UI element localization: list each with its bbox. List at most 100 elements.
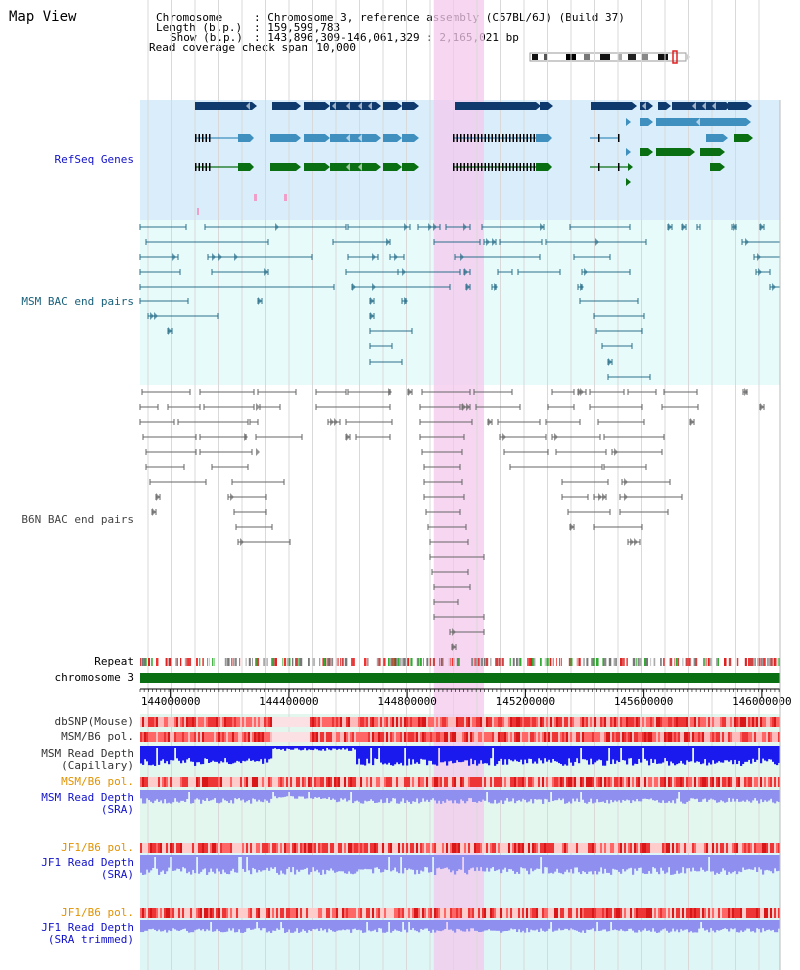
gene-arrow (720, 148, 725, 156)
polymorphism-cell (608, 732, 611, 742)
read-depth-bar (740, 855, 743, 873)
read-depth-bar (380, 920, 383, 929)
polymorphism-cell (534, 843, 537, 853)
polymorphism-cell (696, 717, 699, 727)
read-depth-bar (644, 920, 647, 929)
repeat-element (498, 658, 501, 666)
polymorphism-cell (728, 732, 731, 742)
refseq-track-label[interactable]: RefSeq Genes (54, 153, 134, 166)
polymorphism-cell (384, 777, 387, 787)
polymorphism-cell (660, 717, 663, 727)
read-depth-bar (146, 746, 149, 762)
read-depth-bar (444, 855, 447, 868)
span-key: Read coverage check span (149, 41, 308, 54)
polymorphism-cell (576, 908, 579, 918)
polymorphism-cell (220, 843, 223, 853)
jf1-b6-pol-sra-label[interactable]: JF1/B6 pol. (61, 841, 134, 854)
read-depth-bar (584, 746, 587, 760)
repeat-element (637, 658, 640, 666)
read-depth-bar (702, 920, 705, 929)
gene-block (330, 163, 376, 171)
msm-b6-pol-capillary-label[interactable]: MSM/B6 pol. (61, 730, 134, 743)
read-depth-bar (616, 855, 619, 870)
polymorphism-cell (160, 717, 163, 727)
gene-block (536, 134, 548, 142)
repeat-element (156, 658, 159, 666)
read-depth-bar (348, 855, 351, 872)
read-depth-bar (564, 855, 567, 872)
read-depth-bar (738, 790, 741, 802)
polymorphism-cell (756, 717, 759, 727)
read-depth-bar (250, 746, 253, 761)
polymorphism-cell (708, 717, 711, 727)
polymorphism-cell (142, 843, 145, 853)
polymorphism-cell (666, 843, 669, 853)
read-depth-bar (544, 855, 547, 868)
polymorphism-cell (622, 717, 625, 727)
polymorphism-cell (766, 908, 769, 918)
polymorphism-cell (460, 843, 463, 853)
repeat-element (768, 658, 771, 666)
read-depth-bar (352, 746, 355, 748)
read-depth-bar (290, 920, 293, 933)
jf1-depth-sra-label[interactable]: JF1 Read Depth (41, 856, 134, 869)
polymorphism-cell (504, 777, 507, 787)
read-depth-bar (160, 855, 163, 872)
polymorphism-cell (502, 908, 505, 918)
msm-b6-pol-sra-label[interactable]: MSM/B6 pol. (61, 775, 134, 788)
read-depth-bar (284, 855, 287, 875)
msm-depth-sra-label[interactable]: MSM Read Depth (41, 791, 134, 804)
polymorphism-cell (158, 843, 161, 853)
read-depth-bar (404, 920, 407, 930)
read-depth-bar (334, 746, 337, 749)
gene-block (330, 134, 376, 142)
polymorphism-cell (566, 732, 569, 742)
polymorphism-cell (362, 732, 365, 742)
read-depth-bar (774, 855, 777, 869)
polymorphism-cell (764, 732, 767, 742)
polymorphism-cell (300, 908, 303, 918)
read-depth-bar (198, 920, 201, 929)
read-depth-bar (418, 920, 421, 933)
read-depth-bar (342, 746, 345, 748)
jf1-b6-pol-trimmed-label[interactable]: JF1/B6 pol. (61, 906, 134, 919)
read-depth-bar (516, 920, 519, 933)
polymorphism-cell (752, 732, 755, 742)
polymorphism-cell (648, 732, 651, 742)
read-depth-bar (478, 855, 481, 871)
read-depth-bar (682, 790, 685, 804)
msm-depth-capillary-label[interactable]: MSM Read Depth (41, 747, 134, 760)
polymorphism-cell (320, 908, 323, 918)
polymorphism-cell (754, 843, 757, 853)
polymorphism-cell (324, 777, 327, 787)
polymorphism-cell (314, 717, 317, 727)
polymorphism-cell (542, 843, 545, 853)
b6n-bac-track-label[interactable]: B6N BAC end pairs (21, 513, 134, 526)
read-depth-bar (566, 746, 569, 766)
repeat-element (167, 658, 169, 666)
polymorphism-cell (546, 717, 549, 727)
read-depth-bar (258, 855, 261, 870)
read-depth-bar (738, 920, 741, 933)
read-depth-bar (440, 920, 443, 932)
read-depth-bar (326, 855, 329, 870)
msm-bac-track-label[interactable]: MSM BAC end pairs (21, 295, 134, 308)
polymorphism-cell (248, 777, 251, 787)
polymorphism-cell (734, 717, 737, 727)
read-depth-bar (740, 746, 743, 766)
polymorphism-cell (446, 717, 449, 727)
polymorphism-cell (150, 777, 153, 787)
gene-exon (481, 163, 483, 171)
gene-block (402, 102, 414, 110)
dbsnp-track-label[interactable]: dbSNP(Mouse) (54, 715, 134, 728)
read-depth-bar (236, 855, 239, 873)
read-depth-bar (466, 855, 469, 875)
gene-arrow (296, 134, 301, 142)
repeat-element (592, 658, 595, 666)
read-depth-bar (524, 920, 527, 933)
polymorphism-cell (522, 843, 525, 853)
polymorphism-cell (572, 717, 575, 727)
polymorphism-cell (458, 843, 461, 853)
polymorphism-cell (712, 908, 715, 918)
jf1-depth-trimmed-label[interactable]: JF1 Read Depth (41, 921, 134, 934)
